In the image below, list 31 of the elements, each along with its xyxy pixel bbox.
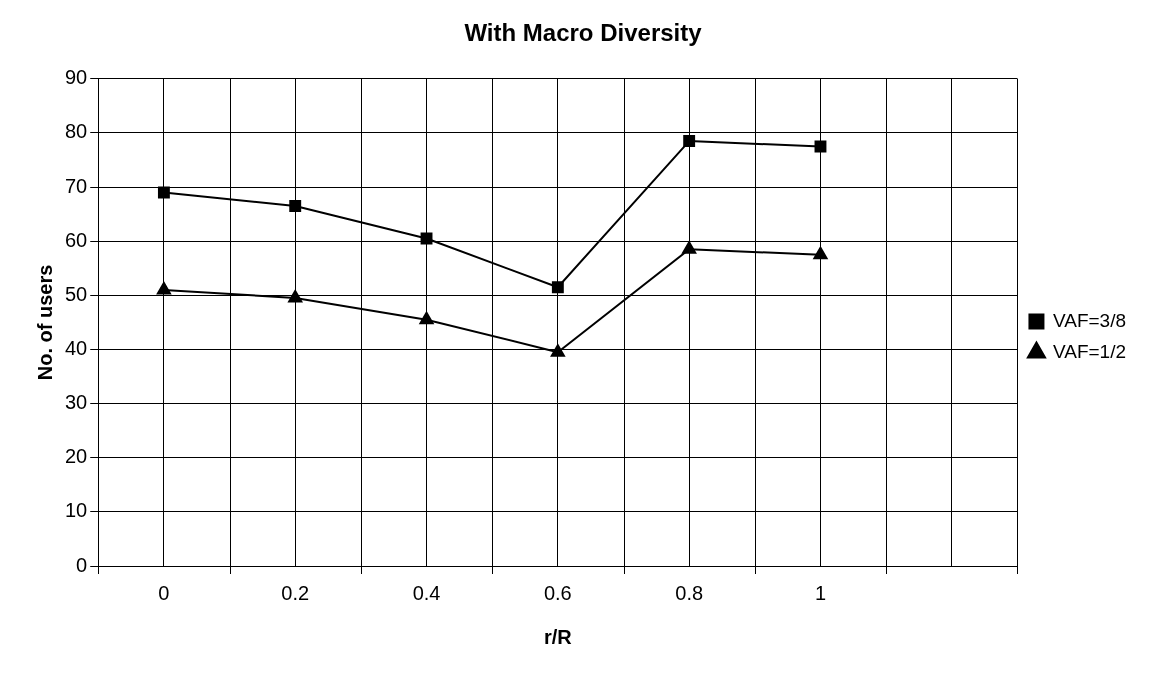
x-tick-label: 1 xyxy=(814,581,827,604)
y-axis-title: No. of users xyxy=(33,264,56,381)
y-tick-label: 70 xyxy=(65,174,88,197)
point xyxy=(682,241,697,254)
x-tick-label: 0 xyxy=(158,581,170,604)
y-tick-label: 10 xyxy=(65,499,88,522)
point xyxy=(157,186,170,199)
y-tick-label: 60 xyxy=(65,228,88,251)
chart-title: With Macro Diversity xyxy=(464,19,703,47)
point xyxy=(419,311,434,325)
y-tick-label: 30 xyxy=(65,391,88,414)
x-tick-label: 0.8 xyxy=(675,581,704,604)
legend-label: VAF=1/2 xyxy=(1052,340,1127,362)
point xyxy=(288,290,303,303)
x-axis-title: r/R xyxy=(543,625,573,648)
legend-label: VAF=3/8 xyxy=(1052,309,1127,331)
point xyxy=(683,135,696,147)
y-tick-label: 90 xyxy=(65,66,88,89)
point xyxy=(551,281,564,294)
x-tick-label: 0.4 xyxy=(412,581,441,604)
point xyxy=(289,200,302,212)
y-tick-label: 20 xyxy=(65,445,88,468)
point xyxy=(813,246,828,260)
x-tick-label: 0.2 xyxy=(281,581,310,604)
y-tick-label: 0 xyxy=(76,553,88,576)
x-tick-label: 0.6 xyxy=(543,581,572,604)
y-tick-label: 50 xyxy=(65,282,88,305)
point xyxy=(550,344,565,357)
y-tick-label: 40 xyxy=(65,336,88,359)
y-tick-label: 80 xyxy=(65,120,88,143)
point xyxy=(156,281,171,295)
